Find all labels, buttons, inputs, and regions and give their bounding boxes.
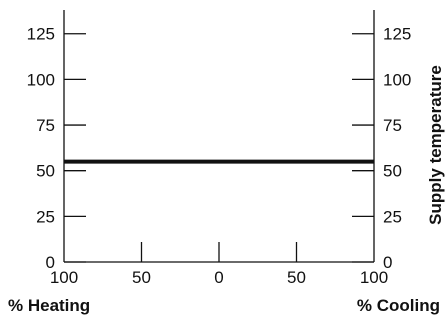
x-tick-label: 50 <box>287 268 306 287</box>
x-tick-label: 100 <box>50 268 78 287</box>
y-tick-label-right: 100 <box>383 70 411 89</box>
axes <box>63 10 375 263</box>
x-ticks: 100 50 0 50 100 <box>50 242 388 287</box>
y-tick-label-right: 50 <box>383 162 402 181</box>
y-tick-label-right: 0 <box>383 253 392 272</box>
y-ticks-left: 0 25 50 75 100 125 <box>27 25 86 272</box>
y-tick-label-left: 75 <box>36 116 55 135</box>
y-tick-label-left: 0 <box>46 253 55 272</box>
y-tick-label-right: 25 <box>383 207 402 226</box>
x-tick-label: 50 <box>132 268 151 287</box>
x-axis-label-cooling: % Cooling <box>357 296 440 315</box>
y-tick-label-left: 25 <box>36 207 55 226</box>
y-tick-label-left: 125 <box>27 25 55 44</box>
x-axis-label-heating: % Heating <box>8 296 90 315</box>
y-ticks-right: 0 25 50 75 100 125 <box>352 25 411 272</box>
x-tick-label: 100 <box>360 268 388 287</box>
y-tick-label-right: 75 <box>383 116 402 135</box>
y-axis-label-supply-temperature: Supply temperature <box>426 65 445 225</box>
y-tick-label-right: 125 <box>383 25 411 44</box>
y-tick-label-left: 100 <box>27 70 55 89</box>
x-tick-label: 0 <box>214 268 223 287</box>
y-tick-label-left: 50 <box>36 162 55 181</box>
